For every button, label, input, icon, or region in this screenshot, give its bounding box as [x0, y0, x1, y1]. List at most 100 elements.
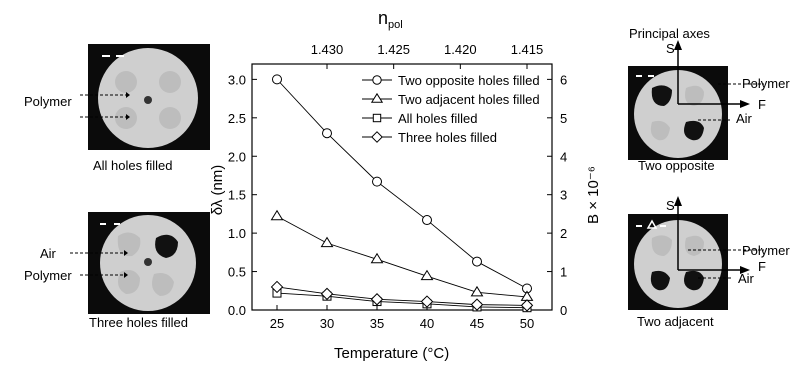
data-point [472, 256, 482, 267]
label-polymer: Polymer [742, 243, 790, 258]
data-point [272, 74, 282, 85]
x-tick-label: 50 [520, 316, 534, 331]
y-axis-label-left: δλ (nm) [209, 165, 226, 216]
pointer-arrows [80, 92, 130, 120]
x-tick-label: 30 [320, 316, 334, 331]
principal-axes-arrows [674, 40, 764, 121]
top-tick-label: 1.415 [511, 42, 544, 57]
y-tick-label-right: 1 [560, 265, 567, 280]
data-point [372, 113, 382, 123]
top-tick-label: 1.430 [311, 42, 344, 57]
data-point [370, 252, 384, 264]
filled-hole [115, 71, 137, 93]
fiber-cross-section [100, 215, 196, 311]
fiber-core [144, 96, 152, 104]
data-point [520, 299, 534, 312]
legend-label: Three holes filled [398, 130, 497, 145]
principal-axes-arrows [674, 196, 764, 279]
plot-frame [251, 63, 553, 311]
legend-label: Two adjacent holes filled [398, 92, 540, 107]
data-point [370, 293, 384, 306]
caption-three-holes: Three holes filled [89, 315, 188, 330]
label-air: Air [736, 111, 752, 126]
data-point [320, 236, 334, 248]
caption-two-opposite: Two opposite [638, 158, 715, 173]
series-circle [272, 74, 532, 294]
y-tick-label-right: 5 [560, 111, 567, 126]
top-tick-label: 1.425 [377, 42, 410, 57]
series-line [276, 286, 528, 306]
y-tick-label-right: 0 [560, 303, 567, 318]
filled-hole [685, 85, 704, 106]
data-point [270, 280, 284, 294]
fiber-core [144, 258, 152, 266]
data-point [372, 75, 382, 85]
y-axis-label-right: B × 10⁻⁶ [585, 166, 602, 224]
air-hole [650, 270, 670, 291]
air-hole [651, 85, 672, 106]
axis-f-label: F [758, 97, 766, 112]
data-point [470, 285, 484, 297]
air-hole [155, 234, 178, 258]
fiber-cross-section [98, 48, 198, 148]
data-point [420, 269, 434, 281]
filled-hole [651, 235, 672, 256]
filled-hole [118, 270, 140, 294]
series-diamond [270, 280, 534, 312]
y-tick-label-left: 0.5 [228, 265, 246, 280]
top-tick-label: 1.420 [444, 42, 477, 57]
series-line [276, 215, 528, 298]
data-point [371, 131, 383, 143]
pointer-arrows [70, 250, 128, 278]
x-tick-label: 25 [270, 316, 284, 331]
data-point [422, 215, 432, 226]
data-point [370, 92, 384, 103]
x-tick-label: 40 [420, 316, 434, 331]
y-tick-label-left: 3.0 [228, 72, 246, 87]
y-tick-label-left: 1.0 [228, 226, 246, 241]
filled-hole [650, 120, 670, 141]
y-tick-label-right: 4 [560, 149, 567, 164]
filled-hole [159, 107, 181, 129]
filled-hole [159, 71, 181, 93]
y-tick-label-right: 3 [560, 188, 567, 203]
air-hole [684, 120, 704, 141]
y-tick-label-left: 2.0 [228, 149, 246, 164]
legend-label: Two opposite holes filled [398, 73, 540, 88]
y-tick-label-right: 2 [560, 226, 567, 241]
top-axis-label: npol [378, 8, 403, 31]
data-point [322, 128, 332, 139]
x-axis-label: Temperature (°C) [334, 345, 449, 362]
data-point [520, 290, 534, 301]
filled-hole [685, 235, 704, 256]
label-polymer: Polymer [24, 268, 72, 283]
label-air: Air [40, 246, 56, 261]
data-point [420, 295, 434, 308]
x-tick-label: 45 [470, 316, 484, 331]
filled-hole [117, 232, 141, 257]
series-line [276, 79, 528, 289]
fiber-cross-section [634, 70, 722, 158]
caption-two-adjacent: Two adjacent [637, 314, 714, 329]
axis-f-label: F [758, 259, 766, 274]
axis-s-label: S [666, 198, 675, 213]
label-air: Air [738, 271, 754, 286]
series-line [276, 292, 528, 309]
filled-hole [152, 273, 174, 296]
label-polymer: Polymer [742, 76, 790, 91]
data-point [270, 209, 284, 221]
data-point [372, 176, 382, 187]
data-point [470, 298, 484, 311]
legend-label: All holes filled [398, 111, 478, 126]
data-point [320, 287, 334, 301]
top-axis-label-sub: pol [388, 19, 403, 31]
y-tick-label-left: 0.0 [228, 303, 246, 318]
label-polymer: Polymer [24, 94, 72, 109]
y-tick-label-left: 1.5 [228, 188, 246, 203]
axis-s-label: S [666, 41, 675, 56]
fiber-image-all-holes [88, 44, 210, 150]
fiber-image-three-holes [88, 212, 210, 314]
x-tick-label: 35 [370, 316, 384, 331]
principal-axes-title: Principal axes [629, 26, 710, 41]
